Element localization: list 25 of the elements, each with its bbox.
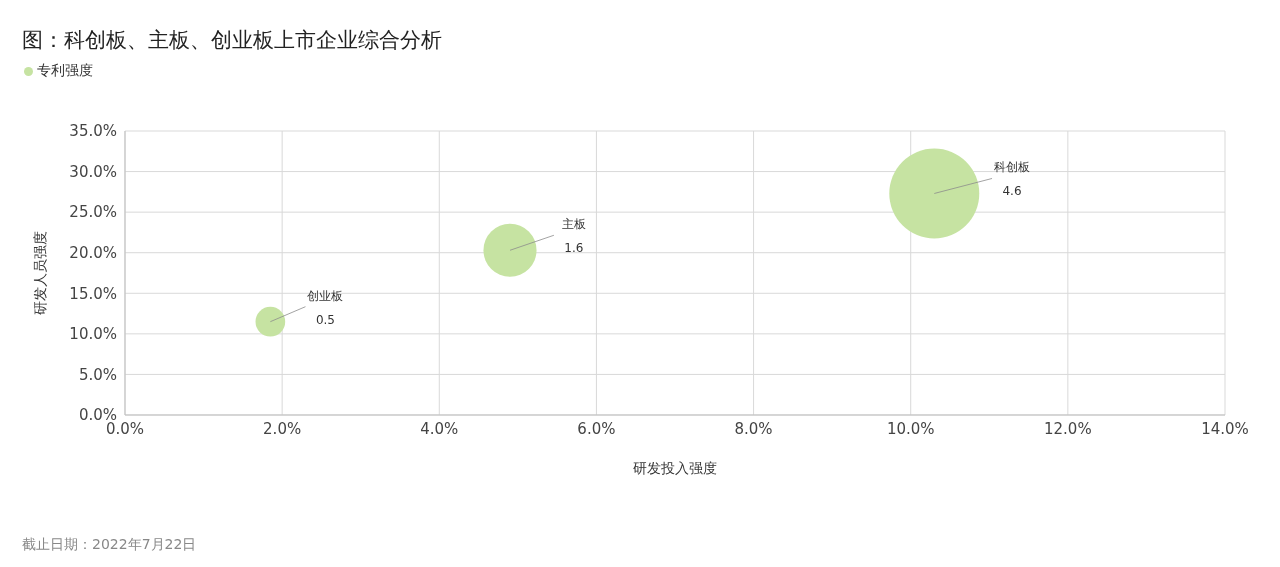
y-tick-label: 35.0% bbox=[69, 122, 117, 141]
x-tick-label: 12.0% bbox=[1044, 419, 1092, 438]
x-tick-label: 8.0% bbox=[734, 419, 773, 438]
y-tick-label: 20.0% bbox=[69, 244, 117, 263]
data-label: 1.6 bbox=[564, 241, 584, 256]
x-tick-label: 14.0% bbox=[1201, 419, 1249, 438]
x-tick-label: 2.0% bbox=[263, 419, 302, 438]
annotation: 科创板 bbox=[994, 160, 1031, 175]
annotation: 主板 bbox=[561, 217, 586, 232]
y-tick-label: 30.0% bbox=[69, 162, 117, 181]
x-tick-label: 10.0% bbox=[886, 419, 935, 438]
x-tick-label: 6.0% bbox=[577, 419, 616, 438]
x-axis-title: 研发投入强度 bbox=[633, 460, 717, 476]
data-label: 4.6 bbox=[1002, 184, 1022, 199]
chart-title: 图：科创板、主板、创业板上市企业综合分析 bbox=[22, 27, 442, 54]
y-tick-label: 25.0% bbox=[69, 203, 117, 222]
annotation: 创业板 bbox=[307, 288, 344, 303]
y-tick-label: 10.0% bbox=[69, 325, 117, 344]
x-tick-label: 4.0% bbox=[420, 419, 459, 438]
y-tick-label: 15.0% bbox=[69, 284, 117, 303]
data-label: 0.5 bbox=[315, 312, 336, 327]
legend-label: 专利强度 bbox=[37, 62, 93, 78]
y-axis-title: 研发人员强度 bbox=[31, 231, 48, 315]
text: 截止日期：2022年7月22日 bbox=[22, 536, 197, 554]
y-tick-label: 5.0% bbox=[78, 365, 117, 384]
